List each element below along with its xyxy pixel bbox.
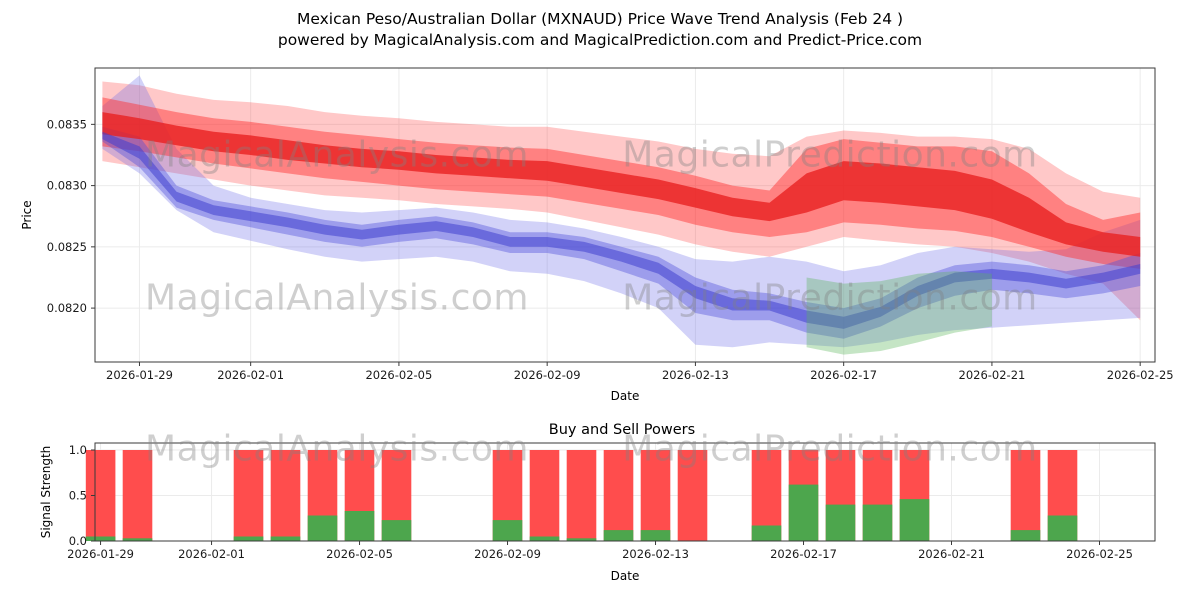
trend-red-core-band [102,112,1141,257]
buy-power-bar [566,538,597,541]
signal-axis-label: Signal Strength [39,445,53,539]
buy-power-bar [640,530,671,541]
signal-x-tick-label: 2026-02-09 [474,547,541,561]
trend-red-wide-band [102,81,1141,321]
price-x-tick-label: 2026-02-05 [365,368,432,382]
buy-power-bar [492,520,523,541]
signal-x-tick-label: 2026-02-17 [770,547,837,561]
price-x-tick-label: 2026-02-09 [514,368,581,382]
price-y-tick-label: 0.0825 [47,240,87,254]
buy-power-bar [603,530,634,541]
price-y-tick-label: 0.0830 [47,179,87,193]
price-x-tick-label: 2026-02-21 [959,368,1026,382]
price-y-tick-label: 0.0835 [47,117,87,131]
page-subtitle: powered by MagicalAnalysis.com and Magic… [277,31,923,49]
sell-power-bar [529,450,560,541]
buy-power-bar [862,504,893,541]
trend-blue-core-band [102,131,1141,329]
sell-power-bar [566,450,597,541]
sell-power-bar [1010,450,1041,541]
signal-plot-frame [94,442,1156,542]
date-axis-label-bottom: Date [610,569,640,583]
buy-power-bar [751,525,782,541]
signal-x-tick-label: 2026-01-29 [67,547,134,561]
sell-power-bar [270,450,301,541]
sell-power-bar [85,450,116,541]
buy-power-bar [381,520,412,541]
trend-blue-wide-band [102,75,1141,348]
buy-power-bar [307,515,338,541]
price-x-tick-label: 2026-02-17 [810,368,877,382]
signal-y-tick-label: 0.0 [69,534,87,548]
signal-chart-title: Buy and Sell Powers [548,422,696,438]
buy-power-bar [270,536,301,541]
price-plot-frame [94,67,1156,363]
buy-power-bar [122,538,153,541]
signal-x-tick-label: 2026-02-01 [178,547,245,561]
page-title: Mexican Peso/Australian Dollar (MXNAUD) … [296,10,904,28]
price-x-tick-label: 2026-01-29 [106,368,173,382]
sell-power-bar [122,450,153,541]
price-axis-label: Price [20,200,34,230]
signal-x-tick-label: 2026-02-21 [918,547,985,561]
price-x-tick-label: 2026-02-25 [1107,368,1174,382]
buy-power-bar [1010,530,1041,541]
buy-power-bar [233,536,264,541]
sell-power-bar [640,450,671,541]
sell-power-bar [233,450,264,541]
buy-power-bar [85,536,116,541]
trend-blue-mid-band [102,126,1141,339]
price-x-tick-label: 2026-02-13 [662,368,729,382]
buy-power-bar [788,484,819,541]
trend-green-patch-band [806,271,992,355]
signal-x-tick-label: 2026-02-25 [1066,547,1133,561]
signal-x-tick-label: 2026-02-13 [622,547,689,561]
signal-y-tick-label: 1.0 [69,443,87,457]
buy-power-bar [529,536,560,541]
buy-power-bar [899,499,930,541]
buy-power-bar [825,504,856,541]
signal-y-tick-label: 0.5 [69,489,87,503]
buy-power-bar [1047,515,1078,541]
buy-power-bar [344,511,375,541]
signal-x-tick-label: 2026-02-05 [326,547,393,561]
sell-power-bar [603,450,634,541]
date-axis-label-top: Date [610,389,640,403]
price-x-tick-label: 2026-02-01 [217,368,284,382]
sell-power-bar [677,450,708,541]
price-y-tick-label: 0.0820 [47,301,87,315]
